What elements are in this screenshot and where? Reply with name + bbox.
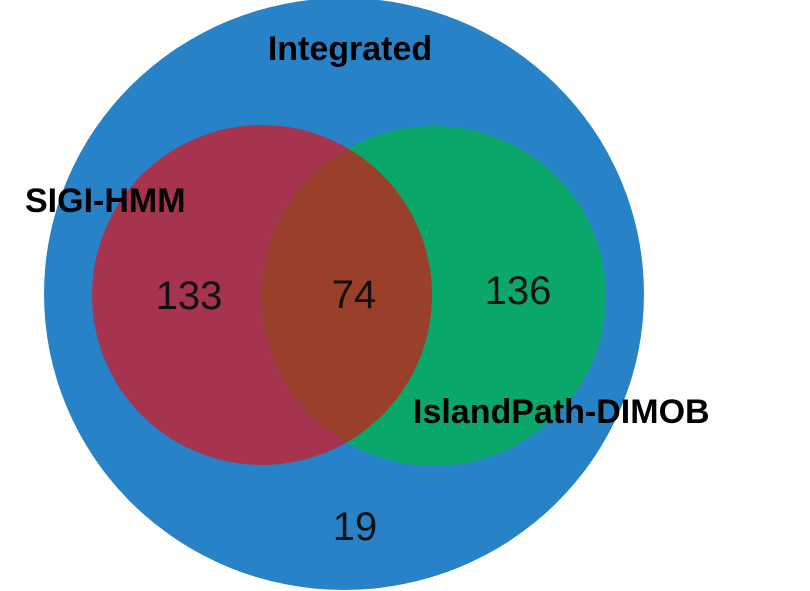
- islandpath-only-count: 136: [485, 269, 552, 313]
- integrated-label: Integrated: [268, 30, 432, 68]
- islandpath-dimob-label: IslandPath-DIMOB: [413, 393, 710, 431]
- overlap-region: [262, 126, 432, 465]
- integrated-only-count: 19: [333, 505, 378, 549]
- both-count: 74: [332, 273, 377, 317]
- sigi-only-count: 133: [156, 274, 223, 318]
- sigi-hmm-label: SIGI-HMM: [25, 182, 186, 220]
